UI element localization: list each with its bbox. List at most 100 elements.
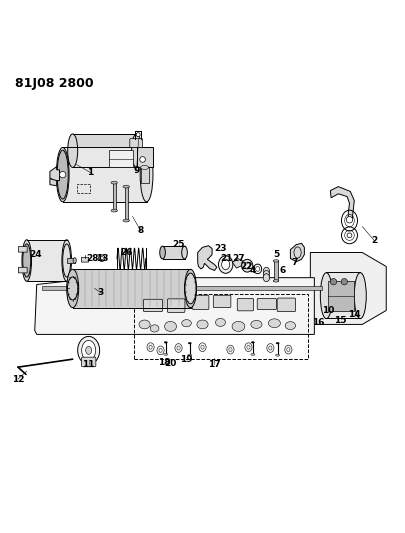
Circle shape <box>341 278 347 285</box>
Ellipse shape <box>232 321 245 332</box>
Circle shape <box>346 216 353 223</box>
FancyBboxPatch shape <box>167 299 185 312</box>
Polygon shape <box>50 179 57 186</box>
Ellipse shape <box>67 269 79 308</box>
Ellipse shape <box>185 273 196 304</box>
Ellipse shape <box>215 318 226 326</box>
Circle shape <box>60 172 66 178</box>
Ellipse shape <box>197 320 208 329</box>
Ellipse shape <box>269 319 280 328</box>
Text: 14: 14 <box>348 310 360 319</box>
Bar <box>72 269 190 308</box>
Ellipse shape <box>82 341 96 360</box>
Text: 3: 3 <box>98 288 104 297</box>
Circle shape <box>330 278 337 285</box>
FancyBboxPatch shape <box>143 299 162 312</box>
Text: 22: 22 <box>240 262 253 271</box>
Ellipse shape <box>160 246 165 259</box>
Ellipse shape <box>68 277 78 300</box>
Bar <box>162 246 185 259</box>
Ellipse shape <box>275 354 279 356</box>
Ellipse shape <box>218 256 233 273</box>
Ellipse shape <box>63 244 71 277</box>
Ellipse shape <box>267 344 274 352</box>
Polygon shape <box>310 253 386 325</box>
Ellipse shape <box>273 260 279 262</box>
Ellipse shape <box>139 320 150 329</box>
Text: 2: 2 <box>371 236 377 245</box>
FancyBboxPatch shape <box>237 298 254 311</box>
Ellipse shape <box>123 219 130 222</box>
Ellipse shape <box>263 270 270 278</box>
Ellipse shape <box>320 273 333 319</box>
Ellipse shape <box>245 343 252 352</box>
Ellipse shape <box>123 185 130 188</box>
Ellipse shape <box>188 342 191 344</box>
Text: 6: 6 <box>279 266 286 275</box>
Text: 81J08 2800: 81J08 2800 <box>15 77 94 90</box>
Ellipse shape <box>56 148 69 202</box>
Text: 1: 1 <box>87 168 94 177</box>
Ellipse shape <box>175 344 182 352</box>
Bar <box>67 258 75 263</box>
Ellipse shape <box>227 345 234 354</box>
Bar <box>27 240 67 281</box>
Text: 25: 25 <box>172 240 185 249</box>
Ellipse shape <box>111 181 117 184</box>
FancyBboxPatch shape <box>81 357 96 367</box>
Ellipse shape <box>157 346 164 355</box>
Text: 10: 10 <box>322 306 335 315</box>
Bar <box>72 134 136 167</box>
Text: 16: 16 <box>312 318 324 327</box>
Circle shape <box>136 133 140 136</box>
Ellipse shape <box>242 260 253 272</box>
Text: 8: 8 <box>137 226 144 235</box>
Text: 26: 26 <box>120 248 133 257</box>
Text: 28: 28 <box>86 254 99 263</box>
Ellipse shape <box>188 354 192 356</box>
Text: 19: 19 <box>180 354 193 364</box>
Ellipse shape <box>245 263 250 269</box>
FancyBboxPatch shape <box>192 295 209 310</box>
Ellipse shape <box>141 165 149 169</box>
Ellipse shape <box>164 321 177 332</box>
Bar <box>328 281 354 311</box>
Text: 5: 5 <box>273 250 279 259</box>
Ellipse shape <box>132 134 142 167</box>
Polygon shape <box>290 244 305 262</box>
Ellipse shape <box>285 345 292 354</box>
Bar <box>125 187 128 221</box>
Polygon shape <box>50 167 60 183</box>
FancyBboxPatch shape <box>81 257 89 262</box>
Ellipse shape <box>22 240 32 281</box>
Bar <box>42 286 322 290</box>
FancyBboxPatch shape <box>213 295 231 308</box>
Text: 13: 13 <box>96 254 109 263</box>
Bar <box>136 147 153 167</box>
Ellipse shape <box>73 258 76 263</box>
FancyBboxPatch shape <box>257 298 276 310</box>
Ellipse shape <box>23 244 31 277</box>
Ellipse shape <box>199 343 206 352</box>
FancyBboxPatch shape <box>18 247 27 252</box>
Polygon shape <box>35 278 314 334</box>
Text: 20: 20 <box>164 359 177 368</box>
Ellipse shape <box>251 342 254 343</box>
Ellipse shape <box>150 325 159 332</box>
Ellipse shape <box>276 342 279 344</box>
Ellipse shape <box>164 353 168 356</box>
Ellipse shape <box>263 273 270 281</box>
Text: 4: 4 <box>249 266 256 275</box>
Ellipse shape <box>78 336 100 365</box>
Ellipse shape <box>147 343 154 352</box>
Ellipse shape <box>251 320 262 328</box>
Text: 24: 24 <box>29 250 42 259</box>
FancyBboxPatch shape <box>130 139 143 148</box>
Ellipse shape <box>185 269 196 308</box>
Ellipse shape <box>68 134 78 167</box>
Ellipse shape <box>86 346 92 354</box>
Polygon shape <box>232 259 243 268</box>
Bar <box>326 272 360 318</box>
Ellipse shape <box>182 246 188 259</box>
Ellipse shape <box>273 280 279 282</box>
